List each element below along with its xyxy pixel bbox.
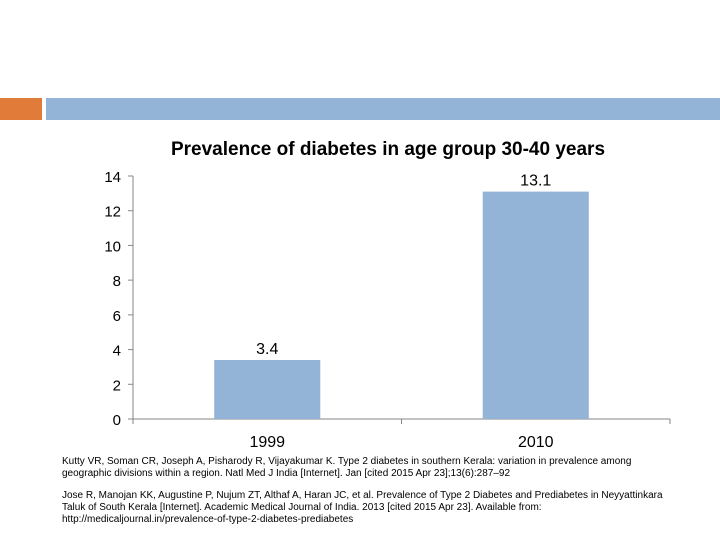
data-label: 13.1	[520, 173, 551, 190]
chart-title: Prevalence of diabetes in age group 30-4…	[171, 139, 605, 160]
x-axis: 1999 2010	[132, 418, 671, 451]
y-tick-label: 14	[104, 169, 121, 186]
y-tick-label: 10	[104, 238, 121, 255]
accent-square	[0, 98, 42, 120]
reference-2: Jose R, Manojan KK, Augustine P, Nujum Z…	[62, 490, 663, 525]
references: Kutty VR, Soman CR, Joseph A, Pisharody …	[62, 456, 668, 536]
bar-1999	[214, 359, 321, 419]
bar-2010	[482, 191, 589, 419]
y-tick-label: 4	[113, 343, 121, 360]
y-tick-label: 12	[104, 204, 121, 221]
y-tick-label: 8	[113, 273, 121, 290]
y-tick-label: 0	[113, 412, 121, 429]
data-label: 3.4	[256, 341, 278, 358]
reference-1: Kutty VR, Soman CR, Joseph A, Pisharody …	[62, 456, 632, 479]
bars	[214, 191, 589, 419]
y-axis: 0 2 4 6 8 10 12 14	[104, 169, 134, 429]
y-tick-label: 6	[113, 308, 121, 325]
x-tick-label: 2010	[518, 434, 554, 451]
accent-bar	[46, 98, 720, 120]
y-tick-label: 2	[113, 377, 121, 394]
x-tick-label: 1999	[249, 434, 285, 451]
data-labels: 3.4 13.1	[256, 173, 551, 358]
